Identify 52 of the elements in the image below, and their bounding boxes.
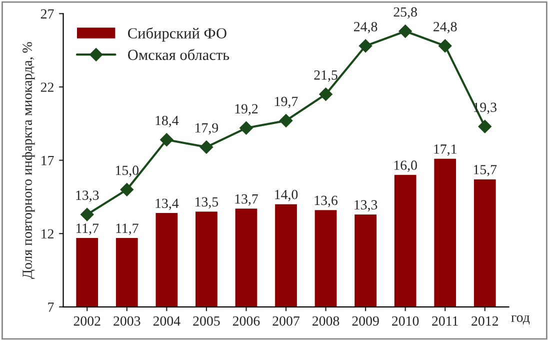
data-label: 24,8	[434, 22, 457, 34]
data-label: 13,4	[156, 198, 179, 210]
point	[398, 24, 412, 38]
legend-label: Омская область	[128, 48, 230, 60]
x-axis-title: год	[511, 315, 530, 325]
x-tick-label: 2011	[432, 316, 458, 326]
data-label: 13,5	[196, 197, 218, 209]
data-label: 14,0	[275, 190, 298, 202]
data-label: 24,8	[354, 22, 378, 34]
point	[478, 120, 492, 134]
point	[438, 39, 452, 52]
data-label: 15,7	[474, 165, 497, 176]
point	[240, 121, 253, 135]
point	[80, 208, 94, 222]
x-tick-label: 2004	[153, 316, 180, 326]
data-label: 16,0	[394, 160, 417, 172]
data-label: 13,6	[314, 196, 338, 208]
point	[120, 183, 134, 196]
x-tick-label: 2009	[352, 316, 379, 326]
x-tick-label: 2008	[312, 316, 340, 326]
data-label: 19,2	[235, 104, 258, 116]
y-tick-label: 22	[40, 82, 54, 92]
legend-label: Сибирский ФО	[128, 27, 226, 42]
x-tick-label: 2002	[74, 316, 100, 326]
x-tick-label: 2012	[472, 316, 498, 326]
y-tick-label: 12	[42, 229, 54, 238]
point	[200, 140, 214, 154]
data-label: 25,8	[394, 7, 417, 19]
point	[160, 133, 174, 146]
data-label: 19,7	[275, 96, 298, 108]
data-label: 21,5	[314, 70, 338, 82]
data-label: 17,9	[196, 123, 218, 135]
data-label: 17,1	[434, 144, 456, 156]
x-tick-label: 2005	[193, 316, 220, 326]
x-tick-label: 2006	[232, 316, 260, 326]
x-tick-label: 2003	[114, 316, 140, 326]
data-label: 13,3	[76, 190, 99, 202]
data-label: 11,7	[116, 224, 138, 235]
data-label: 18,4	[156, 116, 179, 128]
point	[279, 114, 293, 128]
data-label: 13,7	[235, 194, 258, 206]
data-label: 11,7	[76, 224, 99, 235]
x-tick-label: 2007	[272, 316, 300, 326]
y-axis-title: Доля повторного инфаркта миокарда, %	[22, 42, 35, 279]
data-label: 15,0	[116, 166, 139, 178]
y-tick-label: 7	[48, 302, 54, 312]
point	[358, 39, 372, 52]
data-label: 13,3	[354, 200, 378, 212]
y-tick-label: 17	[42, 156, 54, 166]
y-tick-label: 27	[40, 9, 54, 18]
x-tick-label: 2010	[392, 316, 419, 326]
point	[319, 88, 332, 101]
